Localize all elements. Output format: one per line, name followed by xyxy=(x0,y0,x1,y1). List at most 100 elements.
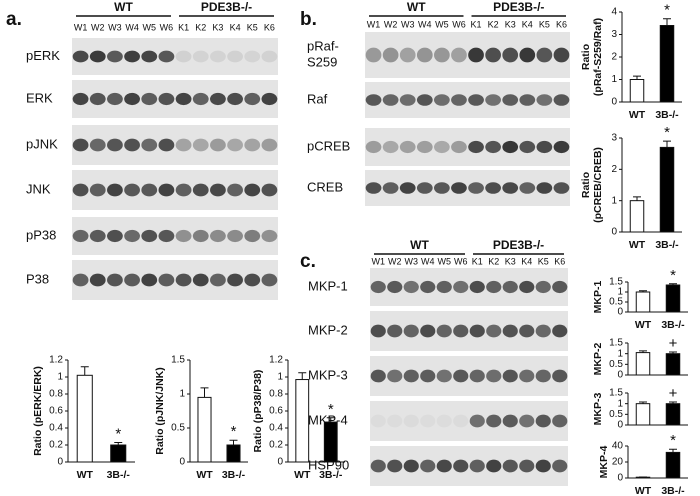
blot-band xyxy=(434,47,450,63)
y-axis-label: MKP-2 xyxy=(592,343,604,376)
annotation: * xyxy=(670,267,676,284)
y-tick-label: 2 xyxy=(611,164,617,175)
blot-band xyxy=(370,459,386,473)
blot-band xyxy=(158,183,175,197)
y-tick-label: 0 xyxy=(617,370,623,381)
blot-band xyxy=(416,47,433,63)
lane-label: W1 xyxy=(372,256,386,266)
blot-band xyxy=(387,459,403,473)
blot-band xyxy=(416,140,433,154)
y-axis-label: (pRaf-S259/Raf) xyxy=(592,18,604,96)
blot-band xyxy=(420,324,436,338)
y-tick-label: 0.8 xyxy=(269,389,283,400)
error-bar xyxy=(669,448,677,453)
y-tick-label: 0.8 xyxy=(49,389,63,400)
blot-band xyxy=(420,280,436,294)
annotation: + xyxy=(669,385,678,402)
group-header: WT xyxy=(407,0,426,14)
blot-band xyxy=(210,92,226,106)
blot-band xyxy=(72,183,89,197)
y-tick-label: 1.2 xyxy=(269,355,283,366)
lane-label: W3 xyxy=(405,256,419,266)
y-tick-label: 0 xyxy=(57,457,63,468)
blot-band xyxy=(436,459,452,473)
blot-band xyxy=(175,138,192,152)
blot-label: MKP-2 xyxy=(308,322,348,337)
x-tick-label: WT xyxy=(629,109,646,121)
lane-label: K1 xyxy=(471,19,482,29)
lane-label: K2 xyxy=(488,19,499,29)
x-tick-label: 3B-/- xyxy=(222,469,246,481)
y-tick-label: 1 xyxy=(57,372,63,383)
error-bar xyxy=(633,75,641,80)
blot-band xyxy=(158,138,175,152)
blot-band xyxy=(451,94,467,106)
blot-band xyxy=(370,414,386,428)
y-tick-label: 0.5 xyxy=(609,297,623,308)
blot-background xyxy=(370,311,568,351)
blot-band xyxy=(403,324,419,338)
blot-band xyxy=(535,414,551,428)
blot-band xyxy=(403,369,419,383)
blot-band xyxy=(227,273,243,287)
y-tick-label: 1.5 xyxy=(609,388,623,399)
blot-band xyxy=(89,273,106,287)
y-tick-label: 1 xyxy=(617,348,623,359)
annotation: + xyxy=(669,335,678,352)
error-bar xyxy=(298,372,307,380)
blot-band xyxy=(519,182,536,194)
group-header: WT xyxy=(114,0,133,14)
blot-label: Raf xyxy=(307,91,328,106)
blot-band xyxy=(261,229,278,243)
error-bar xyxy=(663,18,671,26)
lane-label: K2 xyxy=(195,22,206,32)
blot-band xyxy=(519,414,535,428)
blot-band xyxy=(502,182,519,194)
lane-label: K6 xyxy=(264,22,275,32)
error-bar xyxy=(669,351,677,354)
blot-band xyxy=(89,183,106,197)
blot-band xyxy=(227,229,243,243)
blot-band xyxy=(261,273,278,287)
x-tick-label: 3B-/- xyxy=(655,239,679,251)
lane-label: K5 xyxy=(539,19,550,29)
blot-background xyxy=(370,356,568,396)
blot-band xyxy=(227,50,243,63)
blot-band xyxy=(370,369,386,383)
blot-band xyxy=(210,229,226,243)
blot-background xyxy=(72,80,278,118)
blot-band xyxy=(535,369,551,383)
blot-band xyxy=(210,138,226,152)
blot-band xyxy=(124,138,140,152)
blot-band xyxy=(124,183,140,197)
blot-band xyxy=(192,183,209,197)
bar xyxy=(635,352,651,376)
lane-label: K5 xyxy=(538,256,549,266)
lane-label: W2 xyxy=(91,22,105,32)
y-tick-label: 3 xyxy=(611,133,617,144)
blot-label: pP38 xyxy=(26,227,56,242)
y-tick-label: 0.5 xyxy=(609,359,623,370)
blot-band xyxy=(399,140,416,154)
blot-band xyxy=(485,47,501,63)
blot-band xyxy=(107,50,123,63)
bar xyxy=(197,396,212,463)
group-header: PDE3B-/- xyxy=(201,0,252,14)
y-tick-label: 1.5 xyxy=(171,355,185,366)
blot-label: pRaf- xyxy=(307,38,339,53)
blot-band xyxy=(469,324,485,338)
blot-label: pCREB xyxy=(307,138,350,153)
blot-band xyxy=(141,50,158,63)
blot-band xyxy=(502,280,518,294)
y-axis-label: Ratio xyxy=(580,172,592,198)
blot-background xyxy=(365,128,570,166)
blot-band xyxy=(244,229,261,243)
x-tick-label: WT xyxy=(77,469,94,481)
blot-band xyxy=(382,182,399,194)
blot-band xyxy=(486,369,502,383)
blot-band xyxy=(399,182,416,194)
lane-label: W1 xyxy=(367,19,381,29)
blot-band xyxy=(502,324,518,338)
bar xyxy=(76,374,93,463)
blot-label: MKP-3 xyxy=(308,367,348,382)
